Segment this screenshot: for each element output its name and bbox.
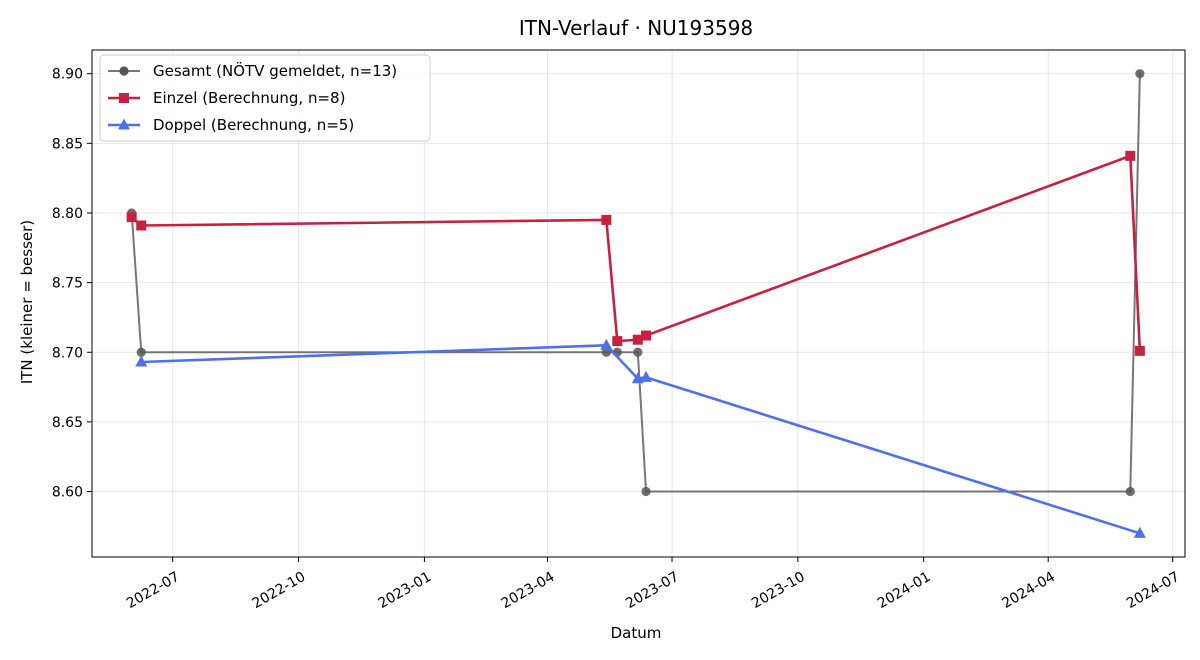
data-point-doppel — [1133, 526, 1146, 538]
data-point-gesamt — [1135, 69, 1145, 79]
data-point-doppel — [600, 338, 613, 350]
y-tick-label: 8.90 — [52, 67, 83, 83]
y-tick-label: 8.80 — [52, 206, 83, 222]
data-point-einzel — [601, 214, 612, 225]
series-line-einzel — [130, 154, 1142, 351]
y-tick-label: 8.65 — [52, 415, 83, 431]
series-gesamt — [127, 69, 1145, 497]
chart-title: ITN-Verlauf · NU193598 — [519, 16, 753, 40]
data-point-einzel — [126, 212, 137, 223]
data-point-gesamt — [601, 347, 611, 357]
series-einzel — [126, 150, 1145, 356]
data-point-einzel — [612, 336, 623, 347]
plot-frame — [91, 49, 1186, 558]
y-tick-label: 8.70 — [52, 345, 83, 361]
data-point-gesamt — [641, 486, 651, 497]
series-line-gesamt — [130, 73, 1141, 493]
legend-marker-einzel — [119, 93, 129, 103]
data-point-doppel — [135, 355, 148, 367]
legend: Gesamt (NÖTV gemeldet, n=13) Einzel (Bere… — [99, 54, 431, 142]
series-doppel — [135, 338, 1146, 538]
legend-box — [99, 54, 431, 142]
data-point-einzel — [641, 330, 652, 341]
y-axis-label: ITN (kleiner = besser) — [18, 220, 36, 384]
data-point-gesamt — [633, 347, 643, 357]
x-axis-label: Datum — [611, 624, 662, 642]
data-point-einzel — [632, 334, 643, 345]
y-tick-label: 8.75 — [52, 276, 83, 292]
data-point-doppel — [640, 370, 653, 382]
data-point-gesamt — [1125, 486, 1135, 497]
legend-marker-gesamt — [119, 66, 129, 76]
y-tick-label: 8.85 — [52, 136, 83, 152]
data-point-einzel — [136, 220, 147, 231]
legend-label-gesamt: Gesamt (NÖTV gemeldet, n=13) — [153, 61, 397, 80]
data-point-einzel — [1134, 345, 1145, 356]
legend-label-doppel: Doppel (Berechnung, n=5) — [153, 116, 354, 134]
y-tick-label: 8.60 — [52, 485, 83, 501]
data-point-gesamt — [136, 347, 146, 357]
legend-label-einzel: Einzel (Berechnung, n=8) — [153, 89, 345, 107]
legend-marker-doppel — [118, 118, 130, 130]
series-layer — [126, 69, 1146, 538]
data-point-einzel — [1125, 150, 1136, 161]
